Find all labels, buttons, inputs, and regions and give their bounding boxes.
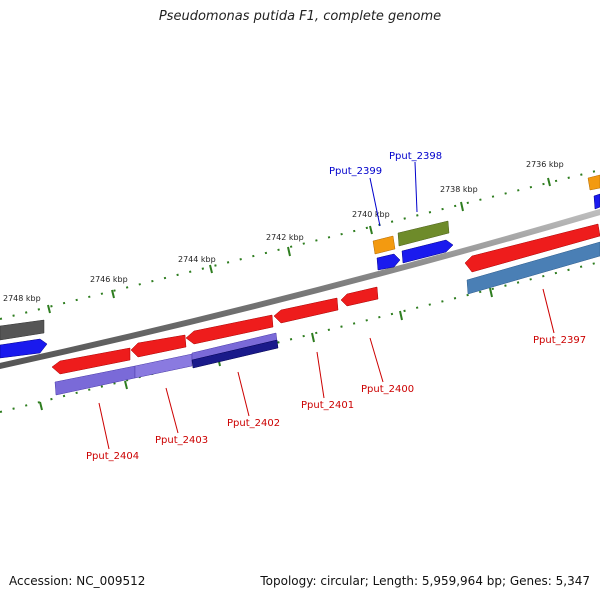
label-pput-2397: Pput_2397	[533, 335, 586, 346]
scale-label-2744: 2744 kbp	[178, 255, 216, 264]
genome-stats-text: Topology: circular; Length: 5,959,964 bp…	[260, 574, 590, 588]
label-pput-2402: Pput_2402	[227, 418, 280, 429]
gene-pput-2399[interactable]	[372, 235, 396, 255]
gene-blue-right[interactable]	[593, 193, 600, 210]
gene-pput-2398[interactable]	[397, 220, 450, 247]
inner-tick-ring	[0, 261, 600, 413]
gene-blue-left[interactable]	[0, 338, 48, 359]
gene-pput-2397[interactable]	[464, 223, 600, 273]
label-leaders-red	[98, 288, 555, 450]
gene-pput-2402[interactable]	[185, 314, 274, 345]
label-pput-2399: Pput_2399	[329, 166, 382, 177]
scale-label-2746: 2746 kbp	[90, 275, 128, 284]
label-leaders-blue	[369, 161, 418, 227]
gene-pput-2403[interactable]	[130, 334, 187, 358]
gene-gray-left[interactable]	[0, 319, 45, 341]
genome-backbone	[0, 209, 600, 369]
scale-label-2738: 2738 kbp	[440, 185, 478, 194]
map-title: Pseudomonas putida F1, complete genome	[158, 9, 442, 24]
scale-label-2736: 2736 kbp	[526, 160, 564, 169]
gene-purple-2403[interactable]	[134, 353, 193, 379]
scale-label-2740: 2740 kbp	[352, 210, 390, 219]
gene-blue-2398[interactable]	[401, 239, 454, 264]
label-pput-2404: Pput_2404	[86, 451, 139, 462]
gene-pput-2400[interactable]	[340, 286, 379, 307]
gene-steel-2397[interactable]	[466, 241, 600, 295]
accession-text: Accession: NC_009512	[9, 574, 146, 588]
label-pput-2400: Pput_2400	[361, 384, 414, 395]
gene-blue-2399[interactable]	[376, 253, 401, 271]
label-pput-2403: Pput_2403	[155, 435, 208, 446]
gene-navy-2402[interactable]	[191, 339, 279, 369]
gene-orange-right[interactable]	[587, 174, 600, 191]
gene-pput-2401[interactable]	[273, 297, 339, 324]
scale-label-2742: 2742 kbp	[266, 233, 304, 242]
gene-pput-2404[interactable]	[51, 347, 131, 375]
scale-label-2748: 2748 kbp	[3, 294, 41, 303]
label-pput-2398: Pput_2398	[389, 151, 442, 162]
outer-major-ticks	[47, 177, 551, 314]
label-pput-2401: Pput_2401	[301, 400, 354, 411]
